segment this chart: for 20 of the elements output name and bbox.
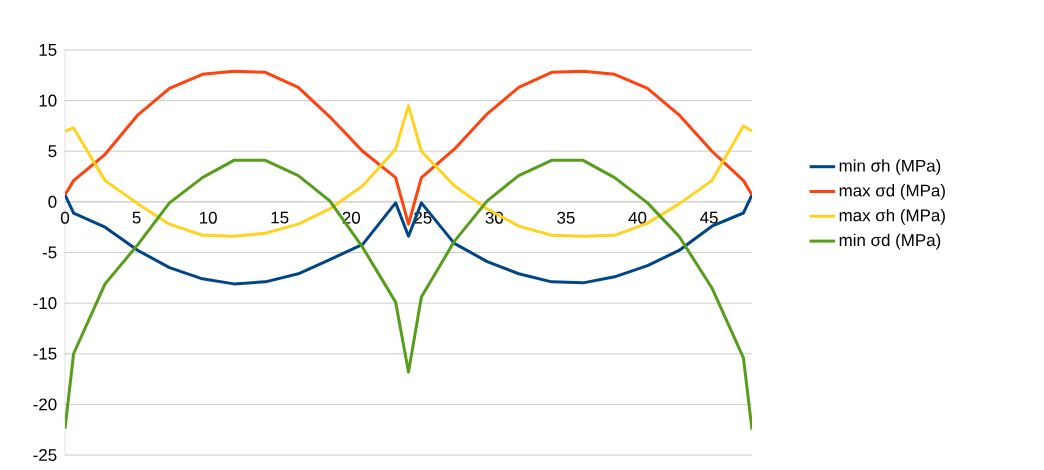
y-tick-label: -10 [33, 297, 57, 310]
x-tick-label: 10 [200, 211, 217, 224]
x-tick-label: 40 [628, 211, 647, 224]
y-tick-label: -20 [33, 398, 57, 411]
y-tick-label: -15 [33, 347, 57, 360]
y-tick-label: 10 [39, 94, 57, 107]
y-tick-label: -5 [42, 246, 57, 259]
x-tick-label: 5 [132, 211, 141, 224]
x-tick-label: 0 [60, 211, 70, 224]
y-tick-label: 15 [39, 44, 57, 56]
legend-label: min σh (MPa) [839, 159, 941, 176]
y-tick-label: 0 [48, 195, 57, 208]
legend-label: max σh (MPa) [839, 208, 945, 225]
x-tick-label: 35 [557, 211, 575, 224]
legend-label: min σd (MPa) [839, 233, 941, 250]
x-tick-label: 45 [700, 211, 718, 224]
x-tick-label: 15 [271, 211, 289, 224]
legend-label: max σd (MPa) [839, 184, 945, 200]
y-tick-label: -25 [33, 449, 57, 461]
y-tick-label: 5 [48, 145, 57, 158]
